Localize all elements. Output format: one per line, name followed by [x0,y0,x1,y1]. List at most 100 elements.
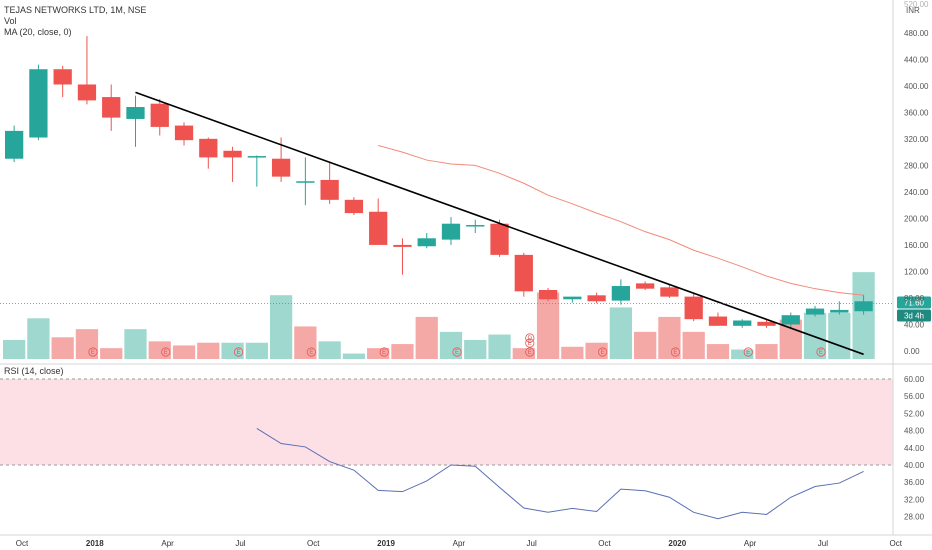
candle-body [854,301,873,312]
ma-indicator-label: MA (20, close, 0) [4,27,72,37]
currency-label: INR [906,6,920,15]
earnings-marker [743,347,753,357]
candle-body [199,138,218,158]
earnings-marker-label: E [601,350,605,356]
volume-layer [3,272,875,359]
volume-bar [512,348,535,359]
rsi-axis-tick: 36.00 [904,478,925,487]
volume-bar [172,345,196,359]
time-axis-tick: 2020 [668,539,686,548]
volume-bar [51,337,74,359]
volume-bar [148,341,171,359]
rsi-axis-tick: 48.00 [904,427,925,436]
price-axis-tick: 280.00 [904,161,929,170]
volume-bar [706,344,730,359]
earnings-marker [525,338,535,348]
earnings-marker [88,347,98,357]
earnings-marker-label: E [164,350,168,356]
volume-bar [221,342,244,359]
candle-body [271,158,291,177]
candle-body [320,179,339,200]
candle-body [757,321,776,326]
earnings-marker-label: E [528,350,532,356]
volume-bar [439,331,463,359]
candle-body [29,69,48,138]
last-price-value: 71.60 [904,299,925,308]
dividend-marker-label: D [528,336,533,342]
price-axis-tick: 320.00 [904,135,929,144]
earnings-marker [670,347,681,357]
volume-bar [658,316,681,359]
countdown-tag [897,309,931,322]
price-axis-tick-partial: 520.00 [904,0,929,9]
candle-body [247,156,266,158]
volume-bar [197,342,220,359]
rsi-layer [0,378,893,520]
price-axis-tick: 120.00 [904,267,929,276]
volume-bar [852,272,875,359]
earnings-marker-label: E [237,350,241,356]
candle-body [660,287,679,297]
candle-body [708,316,728,326]
candle-body [538,290,558,300]
time-axis-tick: Jul [235,539,245,548]
earnings-marker [379,347,389,357]
volume-bar [75,329,99,359]
candle-body [684,296,703,320]
earnings-marker [452,347,462,357]
rsi-axis-tick: 44.00 [904,444,925,453]
price-axis-tick: 80.00 [904,294,925,303]
candle-body [417,238,436,247]
time-axis-tick: Oct [16,539,29,548]
candle-body [223,150,242,158]
time-axis-tick: 2018 [86,539,104,548]
volume-bar [731,349,754,359]
volume-bar [342,353,366,359]
price-axis-tick: 160.00 [904,241,929,250]
volume-bar [755,344,778,359]
candle-body [344,199,364,214]
volume-bar [634,331,657,359]
earnings-marker-label: E [382,350,386,356]
candle-body [102,97,121,118]
candle-body [5,130,24,159]
earnings-marker-label: E [91,350,95,356]
earnings-marker [816,347,826,357]
earnings-marker [525,347,535,357]
price-axis-tick: 240.00 [904,188,929,197]
rsi-axis-tick: 28.00 [904,513,925,522]
volume-bar [269,295,293,359]
candles-layer [5,36,873,328]
earnings-marker [161,347,171,357]
volume-bar [585,342,608,359]
volume-bar [682,331,705,359]
candle-body [587,295,606,302]
time-axis-tick: Apr [453,539,466,548]
candle-body [805,308,825,315]
time-axis-tick: Apr [744,539,757,548]
candle-body [441,223,461,240]
rsi-band [0,379,893,465]
earnings-marker-label: E [746,350,750,356]
volume-bar [488,334,511,359]
volume-bar [100,348,123,359]
time-axis-tick: 2019 [377,539,395,548]
candle-body [174,125,194,141]
last-price-tag [897,296,931,309]
candle-body [733,320,752,326]
rsi-axis-tick: 56.00 [904,392,925,401]
volume-bar [318,341,341,359]
dividend-marker [525,333,535,343]
candle-body [781,315,800,325]
rsi-axis-tick: 40.00 [904,461,925,470]
earnings-marker-label: E [819,350,823,356]
earnings-marker [306,347,316,357]
time-axis-tick: Jul [818,539,828,548]
volume-bar [124,329,147,359]
symbol-title: TEJAS NETWORKS LTD, 1M, NSE [4,5,146,15]
price-axis-tick: 40.00 [904,320,925,329]
candle-body [514,254,533,292]
candle-body [393,244,412,247]
volume-bar [536,292,560,359]
